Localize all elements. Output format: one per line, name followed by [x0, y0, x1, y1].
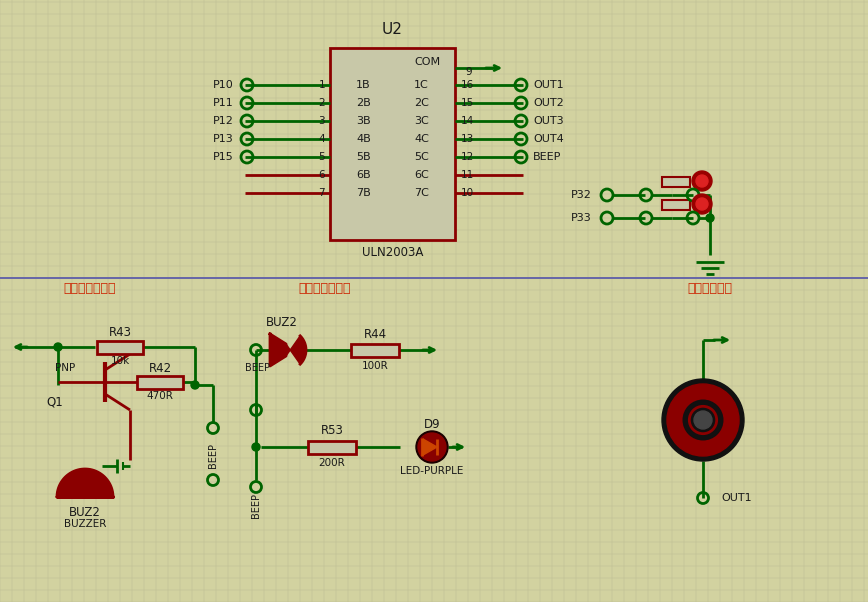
- Text: 1B: 1B: [356, 80, 371, 90]
- Bar: [97, 341, 143, 353]
- Circle shape: [252, 443, 260, 451]
- Text: 直流电机模块: 直流电机模块: [687, 282, 733, 296]
- Text: 7: 7: [319, 188, 325, 198]
- Text: 4: 4: [319, 134, 325, 144]
- Text: 2B: 2B: [356, 98, 371, 108]
- Text: 6B: 6B: [356, 170, 371, 180]
- Circle shape: [416, 431, 448, 463]
- Text: BUZ2: BUZ2: [69, 506, 101, 520]
- Text: 16: 16: [461, 80, 474, 90]
- Text: PNP: PNP: [55, 363, 76, 373]
- Text: 5: 5: [319, 152, 325, 162]
- Text: P33: P33: [571, 213, 592, 223]
- Polygon shape: [57, 469, 113, 497]
- Text: P15: P15: [214, 152, 234, 162]
- Text: 有源蜂鸣器模块: 有源蜂鸣器模块: [63, 282, 116, 296]
- Text: BUZ2: BUZ2: [266, 315, 298, 329]
- Text: 6C: 6C: [414, 170, 429, 180]
- Text: 470R: 470R: [147, 391, 174, 401]
- Text: 4C: 4C: [414, 134, 429, 144]
- Text: OUT2: OUT2: [533, 98, 563, 108]
- Bar: [351, 344, 399, 356]
- Circle shape: [191, 381, 199, 389]
- Bar: [662, 200, 690, 210]
- Text: 100R: 100R: [362, 361, 388, 371]
- Circle shape: [696, 198, 708, 210]
- Circle shape: [662, 379, 744, 461]
- Text: 200R: 200R: [319, 458, 345, 468]
- Circle shape: [692, 194, 712, 214]
- Text: 5B: 5B: [356, 152, 371, 162]
- Text: 12: 12: [461, 152, 474, 162]
- Text: P13: P13: [214, 134, 234, 144]
- Text: BEEP: BEEP: [208, 442, 218, 468]
- Polygon shape: [270, 334, 286, 366]
- Bar: [308, 441, 356, 453]
- Text: R42: R42: [148, 361, 172, 374]
- Text: P12: P12: [214, 116, 234, 126]
- Polygon shape: [423, 439, 437, 455]
- Text: 14: 14: [461, 116, 474, 126]
- Bar: [662, 177, 690, 187]
- Text: 11: 11: [461, 170, 474, 180]
- Text: 7B: 7B: [356, 188, 371, 198]
- Circle shape: [696, 175, 708, 187]
- Text: 2C: 2C: [414, 98, 429, 108]
- Text: D9: D9: [424, 418, 440, 432]
- Circle shape: [706, 214, 714, 222]
- Text: OUT4: OUT4: [533, 134, 563, 144]
- Text: BEEP: BEEP: [251, 492, 261, 518]
- Text: BEEP: BEEP: [533, 152, 562, 162]
- Text: 2: 2: [319, 98, 325, 108]
- Circle shape: [418, 433, 446, 461]
- Circle shape: [692, 171, 712, 191]
- Text: OUT1: OUT1: [721, 493, 752, 503]
- Text: BEEP: BEEP: [246, 363, 271, 373]
- Text: R43: R43: [108, 326, 131, 340]
- Text: Q1: Q1: [47, 396, 63, 409]
- Text: 1C: 1C: [414, 80, 429, 90]
- Text: P32: P32: [571, 190, 592, 200]
- Text: 13: 13: [461, 134, 474, 144]
- Text: BUZZER: BUZZER: [64, 519, 106, 529]
- Text: OUT1: OUT1: [533, 80, 563, 90]
- Circle shape: [683, 400, 723, 440]
- Polygon shape: [286, 336, 306, 364]
- Text: 10: 10: [461, 188, 474, 198]
- Text: P10: P10: [214, 80, 234, 90]
- Bar: [330, 48, 455, 240]
- Text: 3: 3: [319, 116, 325, 126]
- Text: 5C: 5C: [414, 152, 429, 162]
- Bar: [137, 376, 183, 388]
- Text: 6: 6: [319, 170, 325, 180]
- Text: LED-PURPLE: LED-PURPLE: [400, 466, 464, 476]
- Text: 9: 9: [465, 67, 471, 77]
- Text: 4B: 4B: [356, 134, 371, 144]
- Text: 3B: 3B: [356, 116, 371, 126]
- Text: 7C: 7C: [414, 188, 429, 198]
- Text: R44: R44: [364, 327, 386, 341]
- Text: R53: R53: [320, 424, 344, 438]
- Circle shape: [54, 343, 62, 351]
- Text: 无源蜂鸣器模块: 无源蜂鸣器模块: [299, 282, 352, 296]
- Circle shape: [667, 384, 739, 456]
- Text: 15: 15: [461, 98, 474, 108]
- Circle shape: [694, 411, 712, 429]
- Text: OUT3: OUT3: [533, 116, 563, 126]
- Text: 1: 1: [319, 80, 325, 90]
- Text: U2: U2: [382, 22, 403, 37]
- Text: 3C: 3C: [414, 116, 429, 126]
- Text: P11: P11: [214, 98, 234, 108]
- Text: ULN2003A: ULN2003A: [362, 246, 424, 258]
- Text: 10k: 10k: [110, 356, 129, 366]
- Text: COM: COM: [414, 57, 440, 67]
